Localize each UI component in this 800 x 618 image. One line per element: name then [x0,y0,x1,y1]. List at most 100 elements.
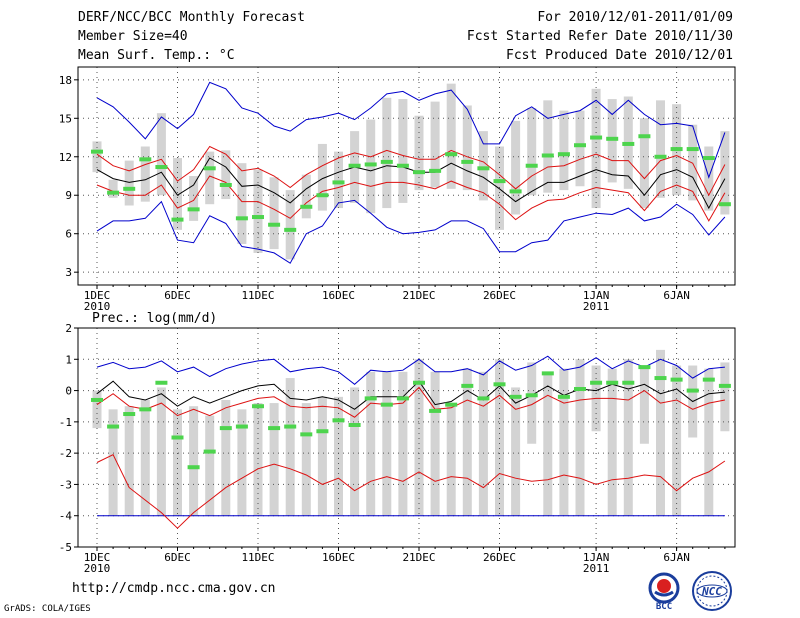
series-max [96,355,725,385]
box-day-12 [269,177,279,250]
median-day-8 [203,449,216,454]
median-day-28 [525,163,538,168]
series-mean [96,157,726,210]
xtick-label-1DEC: 1DEC [84,289,111,302]
median-day-6 [171,435,184,440]
xtick-label-21DEC: 21DEC [402,289,435,302]
median-day-35 [638,134,651,139]
box-day-38 [688,124,698,201]
median-day-26 [493,382,506,387]
box-day-7 [189,176,199,221]
box-day-21 [414,359,424,516]
box-day-3 [124,406,134,516]
median-day-33 [606,380,619,385]
series-upper [96,386,725,418]
median-day-1 [91,397,103,402]
box-day-36 [656,349,665,516]
box-day-30 [559,368,569,516]
box-day-15 [317,396,327,516]
box-day-6 [173,409,182,516]
median-day-12 [268,426,281,431]
median-day-7 [187,207,200,212]
median-day-20 [396,163,409,168]
median-day-13 [284,424,297,429]
box-day-22 [430,101,440,188]
box-day-2 [108,179,118,198]
xtick-label-16DEC: 16DEC [322,551,355,564]
box-day-11 [253,403,263,516]
median-day-22 [429,168,442,173]
xtick-year-2011: 2011 [583,562,610,575]
xtick-label-1DEC: 1DEC [84,551,111,564]
ncc-logo-icon: NCC [692,571,732,611]
box-day-26 [495,146,504,230]
box-day-29 [543,371,553,516]
median-day-24 [461,383,474,388]
xtick-year-2010: 2010 [84,300,111,313]
median-day-3 [123,412,136,417]
series-lower [96,454,726,529]
median-day-8 [203,166,216,171]
box-day-16 [334,151,343,209]
ytick-label-12: 12 [59,151,72,164]
box-day-17 [350,387,360,516]
plot-frame [77,327,736,548]
box-day-8 [205,151,215,205]
box-day-15 [317,143,327,211]
xtick-label-11DEC: 11DEC [241,551,274,564]
median-day-35 [638,365,651,370]
xtick-label-26DEC: 26DEC [483,289,516,302]
box-day-28 [527,108,537,196]
median-day-24 [461,159,474,164]
ytick-label-18: 18 [59,74,72,87]
median-day-3 [123,186,136,191]
median-day-25 [477,396,490,401]
box-day-26 [495,359,504,516]
median-day-26 [493,179,506,184]
box-day-20 [398,371,408,516]
median-day-17 [348,163,361,168]
median-day-36 [654,154,667,159]
ytick-label-1: 1 [65,353,72,366]
median-day-11 [252,404,264,409]
ytick-label--3: -3 [59,478,72,491]
box-day-37 [672,365,682,516]
median-day-32 [590,380,603,385]
median-day-33 [606,136,619,141]
box-day-13 [285,378,295,516]
box-day-33 [607,368,617,516]
series-min [96,199,726,264]
precip-title: Prec.: log(mm/d) [92,311,217,326]
box-day-11 [253,169,263,253]
median-day-39 [702,377,715,382]
xtick-label-1JAN: 1JAN [583,551,610,564]
box-day-23 [446,403,456,516]
median-day-31 [574,387,586,392]
box-day-35 [639,365,649,444]
box-day-27 [511,387,521,516]
xtick-label-6JAN: 6JAN [663,289,690,302]
box-day-22 [430,371,440,516]
median-day-16 [332,180,345,185]
ytick-label-9: 9 [65,189,72,202]
box-day-36 [656,100,665,198]
box-day-1 [92,141,102,173]
xtick-label-16DEC: 16DEC [322,289,355,302]
median-day-30 [557,152,570,157]
median-day-28 [525,393,538,398]
xtick-year-2011: 2011 [583,300,610,313]
median-day-1 [91,149,103,154]
median-day-9 [219,426,232,431]
median-day-10 [235,216,248,221]
bcc-logo-icon: BCC [648,572,680,610]
box-day-6 [173,158,182,230]
box-day-5 [156,113,166,196]
median-day-15 [316,193,329,198]
median-day-5 [155,380,168,385]
ytick-label-2: 2 [65,322,72,335]
box-day-16 [334,396,343,516]
source-url[interactable]: http://cmdp.ncc.cma.gov.cn [72,581,276,596]
member-size: Member Size=40 [78,29,188,44]
box-day-35 [639,118,649,209]
median-day-32 [590,135,603,140]
